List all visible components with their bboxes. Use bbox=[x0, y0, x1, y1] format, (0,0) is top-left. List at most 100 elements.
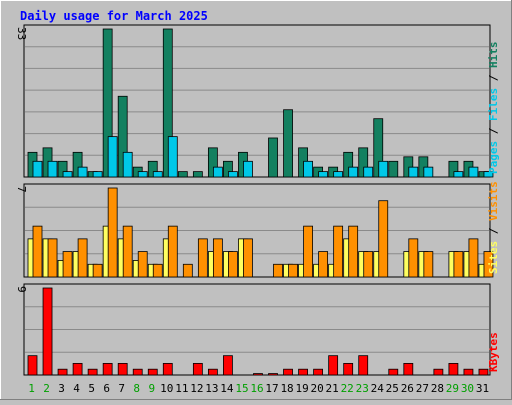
chart-title: Daily usage for March 2025 bbox=[20, 9, 208, 23]
panel-visits: 7 Sites / Visits bbox=[15, 181, 500, 278]
bar-visits-visits-day-14 bbox=[228, 251, 238, 278]
day-label-24: 24 bbox=[371, 382, 385, 395]
bar-hits-files-day-31 bbox=[483, 171, 494, 178]
bar-hits-files-day-26 bbox=[408, 166, 419, 178]
legend-visits: Sites / Visits bbox=[487, 181, 500, 274]
legend-kbytes: KBytes bbox=[487, 332, 500, 372]
day-label-5: 5 bbox=[88, 382, 95, 395]
bar-visits-visits-day-5 bbox=[92, 263, 103, 278]
bar-visits-visits-day-21 bbox=[333, 225, 344, 278]
max-label-kbytes: 9 bbox=[15, 286, 28, 293]
bar-kbytes-kbytes-day-17 bbox=[268, 373, 278, 376]
bar-visits-visits-day-24 bbox=[378, 200, 389, 278]
bar-hits-files-day-7 bbox=[122, 151, 133, 178]
bar-visits-visits-day-13 bbox=[212, 238, 223, 278]
panel-kbytes: 9 KBytes bbox=[15, 283, 500, 376]
bar-visits-visits-day-2 bbox=[47, 238, 58, 278]
bar-visits-visits-day-11 bbox=[182, 263, 193, 278]
legend-item-hits: Hits bbox=[487, 42, 500, 69]
bar-hits-hits-day-22 bbox=[343, 151, 354, 178]
legend-hits: Pages / Files / Hits bbox=[487, 42, 500, 175]
day-label-21: 21 bbox=[326, 382, 339, 395]
bar-hits-hits-day-3 bbox=[57, 160, 68, 178]
bar-visits-visits-day-19 bbox=[303, 225, 313, 278]
legend-separator: / bbox=[487, 68, 500, 88]
bar-visits-visits-day-26 bbox=[408, 238, 419, 278]
day-label-9: 9 bbox=[148, 382, 155, 395]
day-label-31: 31 bbox=[476, 382, 489, 395]
day-label-6: 6 bbox=[103, 382, 110, 395]
bar-hits-files-day-23 bbox=[363, 166, 374, 178]
bar-hits-files-day-1 bbox=[32, 160, 43, 178]
bar-kbytes-kbytes-day-7 bbox=[117, 362, 128, 376]
panel-hits: 33 Pages / Files / Hits bbox=[15, 24, 500, 178]
bar-visits-visits-day-1 bbox=[32, 225, 43, 278]
bar-kbytes-kbytes-day-4 bbox=[72, 362, 83, 376]
bar-kbytes-kbytes-day-19 bbox=[298, 368, 308, 376]
bar-kbytes-kbytes-day-6 bbox=[102, 362, 113, 376]
day-label-15: 15 bbox=[235, 382, 248, 395]
bar-visits-visits-day-18 bbox=[288, 263, 298, 278]
bar-visits-visits-day-23 bbox=[363, 251, 374, 278]
bar-kbytes-kbytes-day-5 bbox=[87, 368, 98, 376]
bar-hits-hits-day-17 bbox=[268, 137, 278, 178]
bar-visits-visits-day-6 bbox=[107, 187, 118, 278]
bar-kbytes-kbytes-day-31 bbox=[478, 368, 489, 376]
legend-separator: / bbox=[487, 121, 500, 141]
day-label-2: 2 bbox=[43, 382, 50, 395]
bar-kbytes-kbytes-day-9 bbox=[147, 368, 158, 376]
bar-kbytes-kbytes-day-18 bbox=[283, 368, 293, 376]
bar-hits-files-day-24 bbox=[378, 160, 389, 178]
bar-hits-files-day-6 bbox=[107, 136, 118, 178]
bar-visits-visits-day-4 bbox=[77, 238, 88, 278]
legend-item-files: Files bbox=[487, 88, 500, 121]
day-label-25: 25 bbox=[386, 382, 399, 395]
bar-kbytes-kbytes-day-8 bbox=[132, 368, 143, 376]
bar-hits-files-day-10 bbox=[167, 136, 178, 178]
legend-item-kbytes: KBytes bbox=[487, 332, 500, 372]
bar-visits-visits-day-7 bbox=[122, 225, 133, 278]
day-label-14: 14 bbox=[220, 382, 234, 395]
bar-hits-hits-day-7 bbox=[117, 95, 128, 178]
bar-hits-files-day-9 bbox=[152, 171, 163, 178]
bar-visits-visits-day-27 bbox=[423, 251, 434, 278]
day-label-17: 17 bbox=[265, 382, 278, 395]
legend-item-pages: Pages bbox=[487, 141, 500, 174]
bar-hits-hits-day-29 bbox=[448, 160, 459, 178]
bar-hits-files-day-13 bbox=[212, 166, 223, 178]
bar-kbytes-kbytes-day-20 bbox=[313, 368, 324, 376]
bar-hits-files-day-5 bbox=[92, 171, 103, 178]
bar-visits-visits-day-31 bbox=[483, 251, 494, 278]
bar-hits-files-day-20 bbox=[318, 171, 329, 178]
bar-hits-files-day-2 bbox=[47, 160, 58, 178]
bar-hits-hits-day-9 bbox=[147, 160, 158, 178]
bar-hits-hits-day-13 bbox=[207, 147, 218, 178]
bar-kbytes-kbytes-day-16 bbox=[253, 373, 263, 376]
bar-kbytes-kbytes-day-10 bbox=[162, 362, 173, 376]
bar-kbytes-kbytes-day-1 bbox=[27, 355, 38, 376]
bar-hits-files-day-4 bbox=[77, 166, 88, 178]
day-label-13: 13 bbox=[205, 382, 218, 395]
bar-hits-files-day-30 bbox=[468, 166, 479, 178]
bar-kbytes-kbytes-day-25 bbox=[388, 368, 399, 376]
bar-kbytes-kbytes-day-2 bbox=[42, 287, 53, 376]
bar-visits-visits-day-30 bbox=[468, 238, 479, 278]
day-label-4: 4 bbox=[73, 382, 80, 395]
bar-kbytes-kbytes-day-13 bbox=[207, 368, 218, 376]
bar-visits-visits-day-3 bbox=[62, 251, 73, 278]
day-label-22: 22 bbox=[341, 382, 354, 395]
bar-hits-hits-day-18 bbox=[283, 109, 293, 178]
plot-area-hits bbox=[23, 24, 491, 178]
day-label-3: 3 bbox=[58, 382, 65, 395]
day-label-28: 28 bbox=[431, 382, 444, 395]
bar-kbytes-kbytes-day-23 bbox=[358, 355, 369, 376]
day-label-11: 11 bbox=[175, 382, 188, 395]
bar-kbytes-kbytes-day-26 bbox=[403, 362, 414, 376]
bar-hits-hits-day-24 bbox=[373, 118, 384, 178]
bar-hits-hits-day-12 bbox=[192, 171, 203, 178]
bar-kbytes-kbytes-day-29 bbox=[448, 362, 459, 376]
bar-hits-files-day-27 bbox=[423, 166, 434, 178]
day-label-12: 12 bbox=[190, 382, 203, 395]
bar-kbytes-kbytes-day-12 bbox=[192, 362, 203, 376]
